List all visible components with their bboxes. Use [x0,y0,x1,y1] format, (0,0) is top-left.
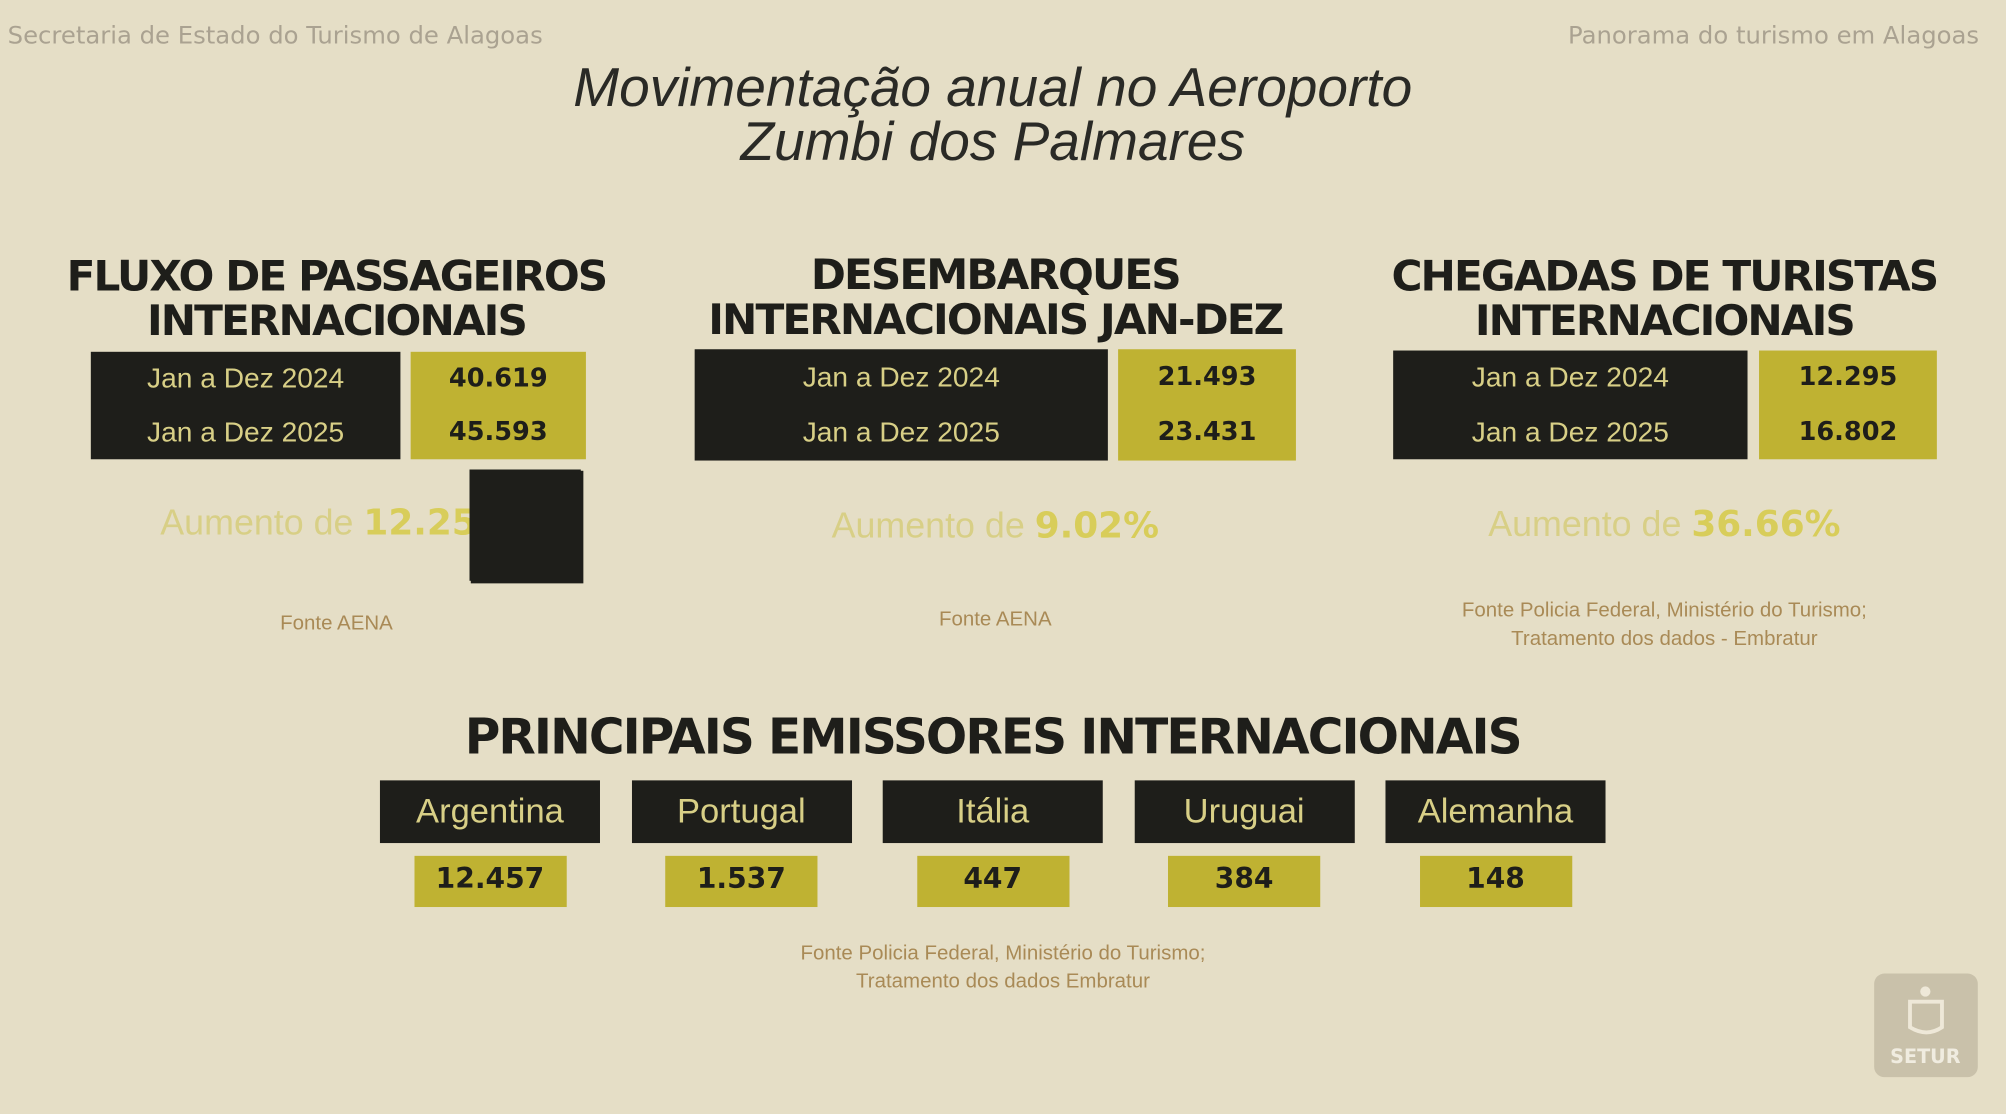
increase-prefix: Aumento de [831,505,1025,545]
row-value: 23.431 [1157,416,1257,447]
emitter-value-box [1419,855,1572,908]
emitter-value: 384 [1214,863,1274,896]
row-value: 16.802 [1798,415,1898,447]
logo-text: SETUR [1890,1045,1961,1069]
header-right: Panorama do turismo em Alagoas [1568,21,1980,50]
label-box [1393,350,1748,460]
emitter-value: 447 [963,863,1023,896]
panel-title: INTERNACIONAIS [146,295,528,346]
header-left: Secretaria de Estado do Turismo de Alago… [7,21,543,50]
row-label: Jan a Dez 2024 [802,360,1000,393]
value-box [1118,349,1296,461]
row-label: Jan a Dez 2025 [147,415,345,448]
increase-prefix: Aumento de [160,502,354,543]
emitter-value-box [916,855,1069,908]
emitter-value-box [413,855,567,908]
row-value: 12.295 [1798,361,1898,392]
emitter-value-box [665,855,818,908]
row-label: Jan a Dez 2025 [802,416,1000,449]
value-box [1759,350,1937,460]
logo: SETUR [1874,973,1978,1078]
emitters-source: Tratamento dos dados Embratur [856,970,1150,993]
label-box [90,351,401,460]
panel-title: DESEMBARQUES [810,249,1182,300]
emitter-name: Alemanha [1417,791,1574,831]
source: Fonte AENA [280,612,393,635]
increase-text: Aumento de 12.25% [160,501,512,543]
increase-value: 9.02% [1034,504,1159,547]
emitter-value: 148 [1466,863,1525,896]
increase-value: 36.66% [1691,502,1841,545]
logo-crest [1908,986,1944,1035]
panel-title: INTERNACIONAIS [1474,295,1856,346]
row-label: Jan a Dez 2025 [1471,415,1669,448]
increase-text: Aumento de 36.66% [1488,502,1840,544]
panel-title: CHEGADAS DE TURISTAS [1391,250,1939,301]
title-line: Movimentação anual no Aeroporto [573,57,1413,119]
source: Fonte Policia Federal, Ministério do Tur… [1461,599,1867,622]
emitter-box [1134,780,1355,844]
title: Movimentação anual no Aeroporto Zumbi dos… [573,57,1413,173]
emitter-box [631,780,852,844]
emitter-value-box [1168,855,1321,908]
emitter-box [1385,780,1606,844]
panel-title: INTERNACIONAIS JAN-DEZ [708,294,1284,345]
increase-box [469,469,581,581]
row-value: 45.593 [448,415,548,447]
panel-title: FLUXO DE PASSAGEIROS [66,250,609,301]
title-line: Zumbi dos Palmares [740,111,1245,173]
emitter-value: 12.457 [435,863,545,896]
row-value: 40.619 [448,362,548,393]
emitter-box [882,780,1103,844]
increase-text: Aumento de 9.02% [832,504,1159,546]
increase-prefix: Aumento de [1488,503,1682,544]
row-label: Jan a Dez 2024 [1471,361,1669,394]
emitter-name: Argentina [416,791,564,831]
value-box [410,351,586,460]
emitter-name: Itália [956,791,1030,831]
source: Fonte AENA [938,608,1052,631]
emitters-title: PRINCIPAIS EMISSORES INTERNACIONAIS [464,708,1523,766]
emitter-box [379,780,600,844]
row-label: Jan a Dez 2024 [147,362,345,395]
emitters-source: Fonte Policia Federal, Ministério do Tur… [800,942,1206,965]
row-value: 21.493 [1157,360,1257,392]
emitter-name: Uruguai [1183,791,1305,831]
emitter-value: 1.537 [696,863,786,896]
emitter-name: Portugal [677,791,806,831]
source: Tratamento dos dados - Embratur [1511,628,1818,650]
label-box [694,349,1108,461]
